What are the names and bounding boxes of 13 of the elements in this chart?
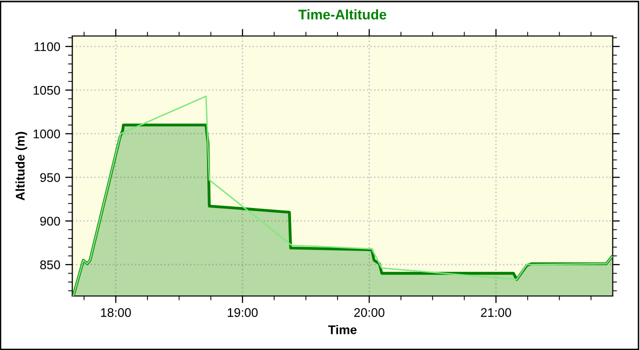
y-tick-label: 1100 [34,42,60,52]
x-tick-label: 21:00 [480,308,512,317]
x-axis-title: Time [328,325,357,334]
y-tick-label: 1050 [34,86,60,95]
y-tick-label: 850 [40,260,60,270]
chart-title: Time-Altitude [298,9,386,20]
x-tick-label: 18:00 [101,308,131,317]
y-tick-label: 900 [40,216,60,226]
y-tick-label: 1000 [34,130,60,138]
x-tick-label: 20:00 [354,308,384,317]
y-tick-label: 950 [40,173,60,182]
x-tick-label: 19:00 [228,308,258,317]
y-axis-title: Altitude (m) [15,132,28,200]
